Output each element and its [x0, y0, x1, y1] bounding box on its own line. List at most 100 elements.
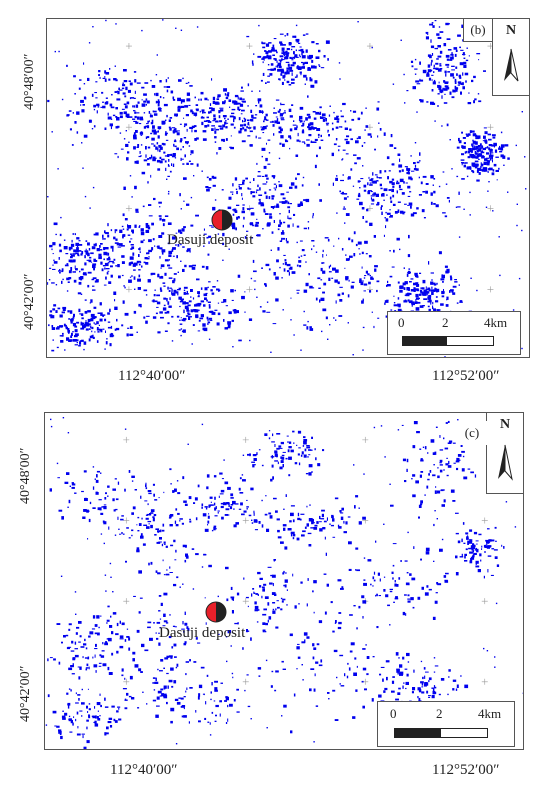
anomaly-pixel [129, 97, 132, 100]
anomaly-pixel [398, 184, 401, 189]
anomaly-pixel [133, 71, 137, 73]
anomaly-pixel [84, 262, 87, 266]
anomaly-pixel [236, 711, 240, 713]
anomaly-pixel [300, 48, 304, 52]
anomaly-pixel [291, 46, 296, 48]
anomaly-pixel [264, 116, 267, 120]
anomaly-pixel [115, 633, 119, 636]
anomaly-pixel [333, 649, 338, 653]
anomaly-pixel [206, 486, 209, 490]
anomaly-pixel [338, 237, 340, 240]
anomaly-pixel [306, 603, 308, 607]
anomaly-pixel [133, 310, 137, 314]
anomaly-pixel [169, 468, 172, 471]
anomaly-pixel [109, 103, 113, 107]
anomaly-pixel [181, 330, 184, 333]
anomaly-pixel [252, 117, 257, 119]
anomaly-pixel [70, 335, 73, 338]
anomaly-pixel [72, 322, 76, 327]
anomaly-pixel [433, 203, 436, 205]
anomaly-pixel [304, 142, 306, 145]
graticule-cross [246, 286, 253, 293]
anomaly-pixel [489, 149, 492, 152]
anomaly-pixel [179, 123, 182, 125]
anomaly-pixel [503, 546, 505, 549]
anomaly-pixel [68, 318, 71, 320]
anomaly-pixel [92, 466, 95, 468]
anomaly-pixel [225, 126, 228, 129]
anomaly-pixel [152, 125, 155, 129]
anomaly-pixel [431, 79, 433, 81]
anomaly-pixel [168, 267, 173, 269]
anomaly-pixel [86, 259, 90, 261]
anomaly-pixel [311, 248, 313, 251]
anomaly-pixel [269, 121, 274, 123]
anomaly-pixel [123, 80, 128, 83]
anomaly-pixel [186, 162, 189, 165]
anomaly-pixel [298, 260, 302, 263]
anomaly-pixel [112, 498, 115, 502]
anomaly-pixel [188, 316, 191, 320]
anomaly-pixel [435, 300, 439, 303]
anomaly-pixel [217, 312, 221, 316]
anomaly-pixel [439, 462, 442, 464]
anomaly-pixel [377, 135, 379, 138]
anomaly-pixel [50, 425, 53, 428]
anomaly-pixel [197, 295, 200, 298]
anomaly-pixel [253, 178, 255, 181]
anomaly-pixel [92, 289, 96, 291]
anomaly-pixel [277, 68, 281, 72]
anomaly-pixel [375, 193, 379, 197]
anomaly-pixel [345, 153, 349, 155]
anomaly-pixel [467, 535, 469, 537]
anomaly-pixel [200, 300, 205, 303]
anomaly-pixel [428, 308, 431, 311]
anomaly-pixel [418, 504, 422, 508]
anomaly-pixel [257, 234, 261, 237]
anomaly-pixel [262, 46, 266, 49]
anomaly-pixel [84, 498, 88, 501]
anomaly-pixel [444, 579, 448, 582]
anomaly-pixel [115, 508, 118, 511]
anomaly-pixel [147, 158, 149, 160]
anomaly-pixel [408, 234, 410, 239]
anomaly-pixel [376, 107, 380, 111]
anomaly-pixel [136, 524, 138, 526]
anomaly-pixel [285, 61, 290, 63]
anomaly-pixel [290, 297, 292, 299]
anomaly-pixel [254, 609, 258, 612]
anomaly-pixel [177, 97, 181, 102]
anomaly-pixel [263, 208, 266, 212]
anomaly-pixel [169, 297, 171, 301]
anomaly-pixel [254, 224, 259, 227]
anomaly-pixel [290, 730, 293, 734]
anomaly-pixel [340, 512, 344, 514]
anomaly-pixel [276, 203, 279, 207]
anomaly-pixel [195, 517, 198, 521]
anomaly-pixel [296, 74, 298, 78]
anomaly-pixel [220, 502, 223, 505]
anomaly-pixel [242, 204, 245, 206]
anomaly-pixel [446, 268, 450, 272]
anomaly-pixel [447, 49, 452, 51]
anomaly-pixel [62, 308, 66, 311]
anomaly-pixel [157, 148, 159, 152]
anomaly-pixel [407, 195, 411, 197]
anomaly-pixel [451, 52, 453, 55]
anomaly-pixel [157, 99, 160, 103]
anomaly-pixel [455, 87, 458, 90]
anomaly-pixel [397, 281, 400, 284]
anomaly-pixel [446, 197, 450, 199]
anomaly-pixel [200, 116, 205, 119]
anomaly-pixel [460, 49, 464, 51]
anomaly-pixel [195, 314, 199, 318]
anomaly-pixel [134, 185, 137, 190]
anomaly-pixel [158, 642, 161, 646]
anomaly-pixel [359, 253, 361, 255]
anomaly-pixel [332, 536, 336, 538]
anomaly-pixel [181, 319, 184, 321]
anomaly-pixel [224, 327, 228, 330]
anomaly-pixel [431, 74, 434, 76]
anomaly-pixel [159, 149, 161, 153]
anomaly-pixel [155, 74, 158, 76]
